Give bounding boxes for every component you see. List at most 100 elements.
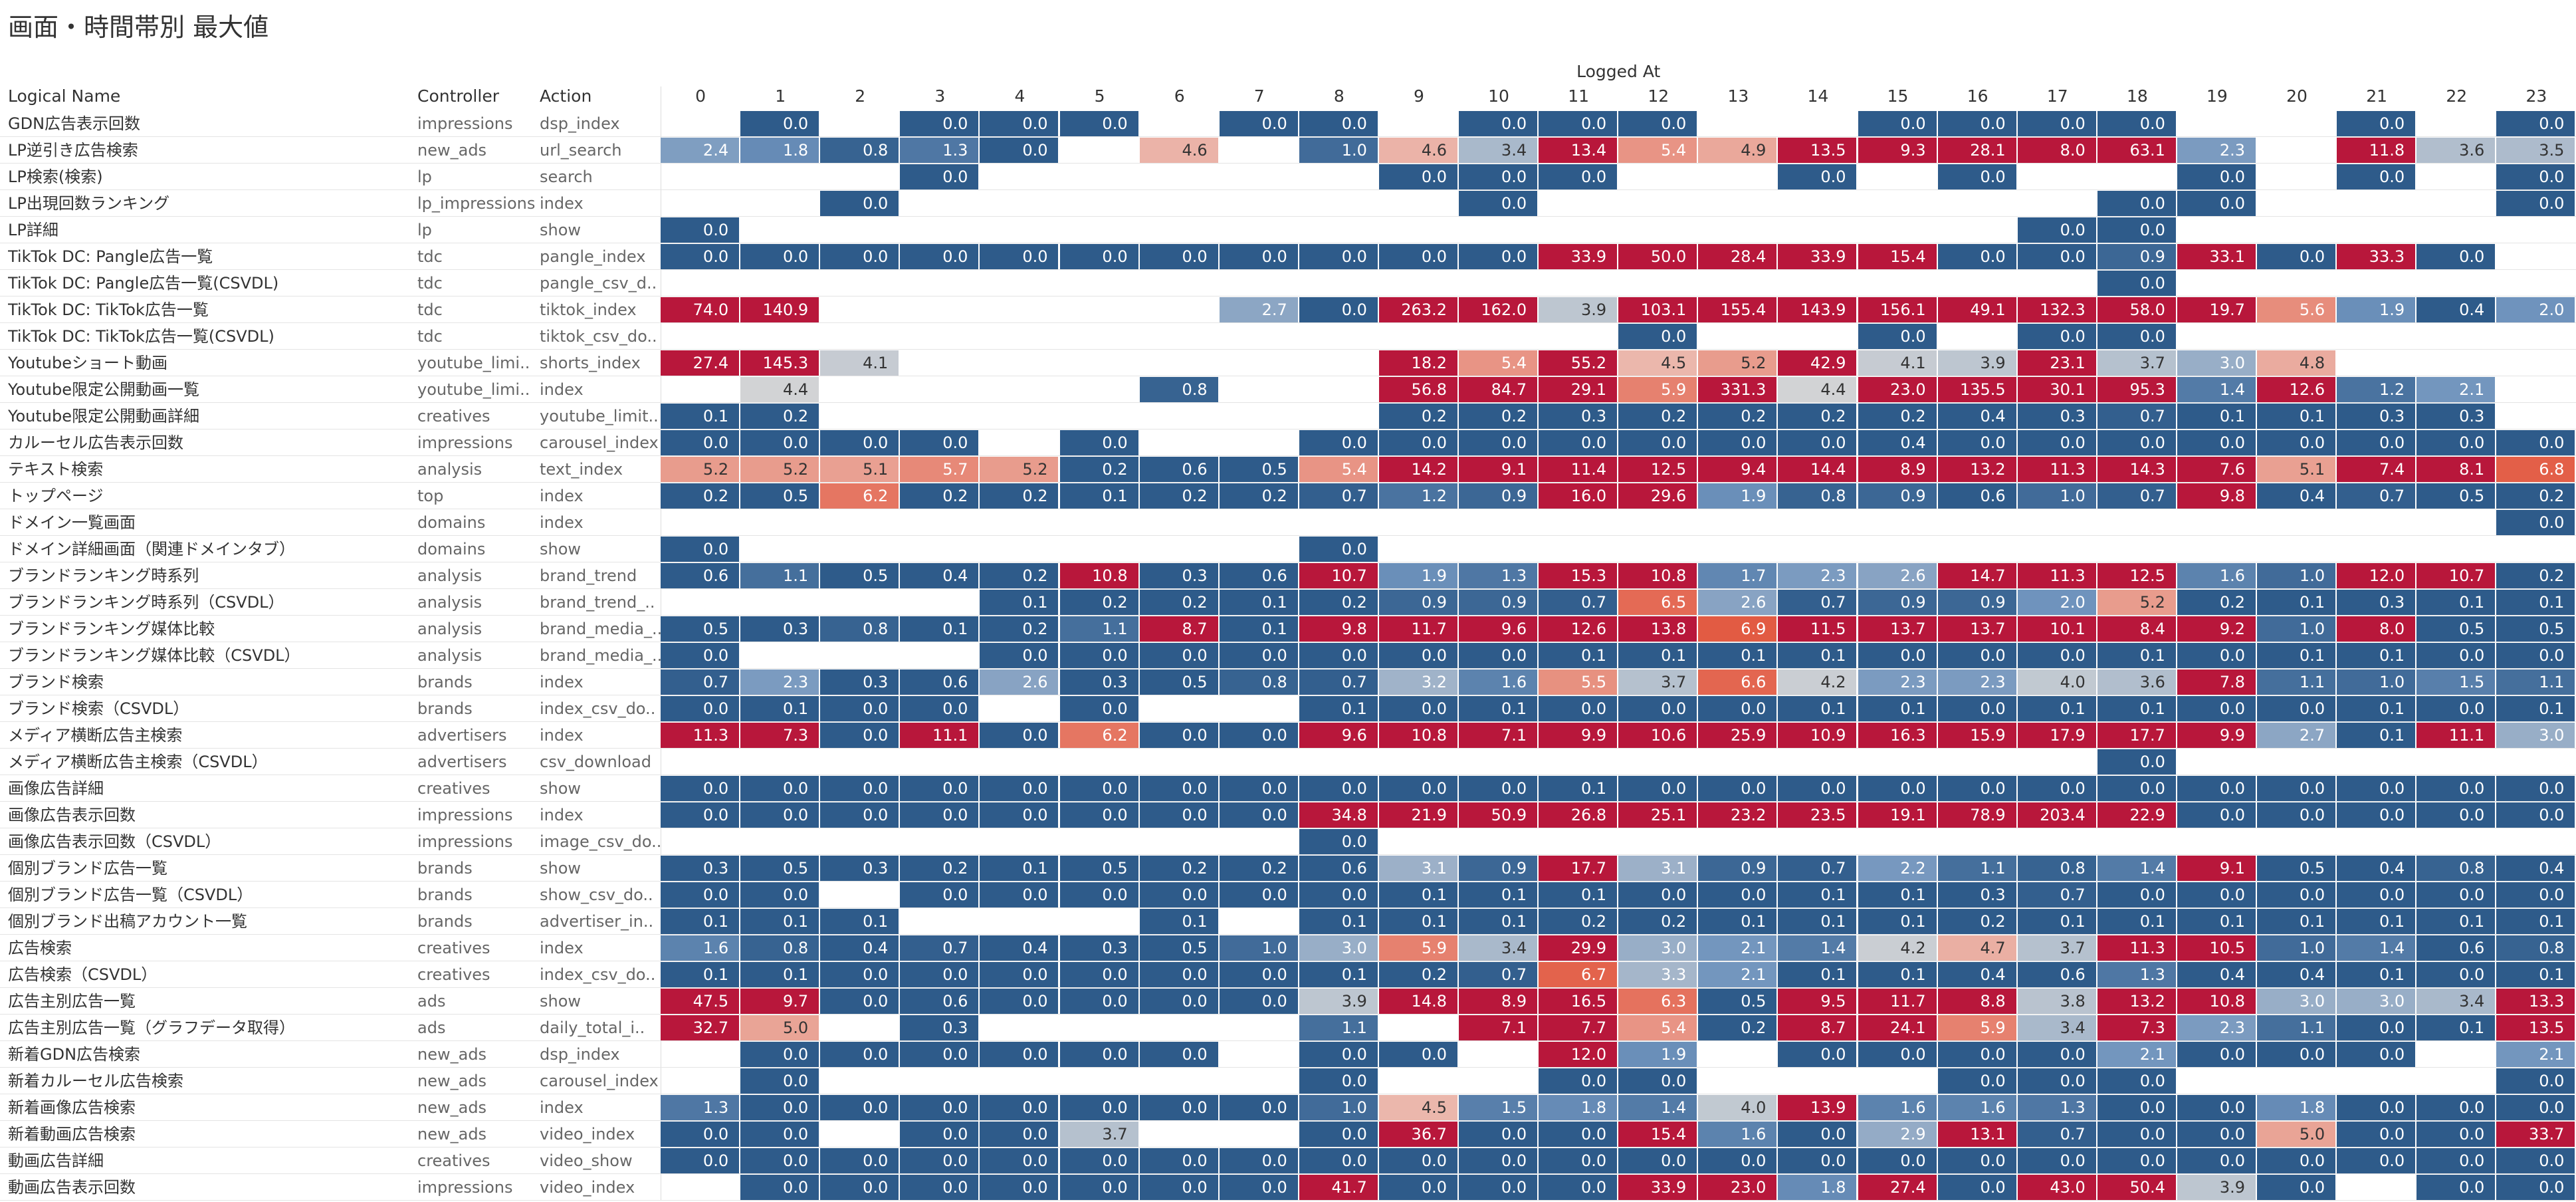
heatmap-cell[interactable]: 0.0 <box>2416 1122 2496 1147</box>
heatmap-cell[interactable]: 0.0 <box>2416 1095 2496 1120</box>
heatmap-cell[interactable]: 0.0 <box>1059 776 1138 801</box>
heatmap-cell[interactable]: 1.7 <box>1698 563 1777 588</box>
heatmap-cell[interactable]: 0.0 <box>1778 1042 1857 1067</box>
heatmap-cell[interactable]: 23.0 <box>1858 377 1937 402</box>
heatmap-cell[interactable]: 1.4 <box>1618 1095 1697 1120</box>
heatmap-cell[interactable]: 0.0 <box>1937 696 2016 721</box>
heatmap-cell[interactable]: 0.0 <box>1539 1122 1618 1147</box>
heatmap-cell[interactable]: 0.2 <box>740 404 819 429</box>
heatmap-cell[interactable]: 0.0 <box>980 723 1059 748</box>
heatmap-cell[interactable]: 0.1 <box>1139 909 1218 934</box>
heatmap-cell[interactable]: 78.9 <box>1937 802 2016 828</box>
heatmap-cell[interactable]: 0.2 <box>1618 404 1697 429</box>
heatmap-cell[interactable]: 1.9 <box>2337 297 2416 322</box>
heatmap-cell[interactable]: 0.4 <box>820 935 899 961</box>
heatmap-cell[interactable]: 0.0 <box>2496 1068 2575 1094</box>
heatmap-cell[interactable]: 0.0 <box>1937 244 2016 269</box>
heatmap-cell[interactable]: 33.9 <box>1778 244 1857 269</box>
heatmap-cell[interactable]: 2.0 <box>2017 590 2096 615</box>
heatmap-cell[interactable]: 0.1 <box>1539 882 1618 907</box>
heatmap-cell[interactable]: 0.5 <box>820 563 899 588</box>
heatmap-cell[interactable]: 2.3 <box>1937 669 2016 695</box>
heatmap-cell[interactable]: 0.0 <box>2337 1015 2416 1040</box>
heatmap-cell[interactable]: 0.0 <box>2097 111 2176 136</box>
heatmap-cell[interactable]: 1.5 <box>1459 1095 1538 1120</box>
heatmap-cell[interactable]: 0.0 <box>1618 1148 1697 1173</box>
heatmap-cell[interactable]: 0.0 <box>1539 164 1618 189</box>
heatmap-cell[interactable]: 3.7 <box>2017 935 2096 961</box>
heatmap-cell[interactable]: 5.2 <box>980 457 1059 482</box>
heatmap-cell[interactable]: 0.0 <box>900 962 979 987</box>
heatmap-cell[interactable]: 0.0 <box>1219 111 1298 136</box>
heatmap-cell[interactable]: 0.0 <box>900 1122 979 1147</box>
heatmap-cell[interactable]: 0.0 <box>2337 802 2416 828</box>
heatmap-cell[interactable]: 0.0 <box>1059 643 1138 668</box>
heatmap-cell[interactable]: 0.5 <box>1059 856 1138 881</box>
heatmap-cell[interactable]: 0.0 <box>2496 111 2575 136</box>
heatmap-cell[interactable]: 0.2 <box>900 483 979 509</box>
heatmap-cell[interactable]: 0.1 <box>740 696 819 721</box>
heatmap-cell[interactable]: 0.0 <box>820 696 899 721</box>
heatmap-cell[interactable]: 12.6 <box>1539 616 1618 642</box>
heatmap-cell[interactable]: 0.3 <box>661 856 740 881</box>
heatmap-cell[interactable]: 1.3 <box>2017 1095 2096 1120</box>
heatmap-cell[interactable]: 0.0 <box>1219 723 1298 748</box>
heatmap-cell[interactable]: 12.0 <box>2337 563 2416 588</box>
heatmap-cell[interactable]: 23.1 <box>2017 350 2096 376</box>
heatmap-cell[interactable]: 0.2 <box>2496 563 2575 588</box>
heatmap-cell[interactable]: 0.0 <box>2257 244 2336 269</box>
heatmap-cell[interactable]: 0.2 <box>1059 590 1138 615</box>
heatmap-cell[interactable]: 0.3 <box>1937 882 2016 907</box>
heatmap-cell[interactable]: 6.5 <box>1618 590 1697 615</box>
heatmap-cell[interactable]: 1.8 <box>740 138 819 163</box>
heatmap-cell[interactable]: 9.6 <box>1299 723 1378 748</box>
heatmap-cell[interactable]: 0.1 <box>2257 590 2336 615</box>
heatmap-cell[interactable]: 0.1 <box>1858 909 1937 934</box>
heatmap-cell[interactable]: 0.0 <box>2177 696 2256 721</box>
heatmap-cell[interactable]: 0.0 <box>1299 297 1378 322</box>
heatmap-cell[interactable]: 0.0 <box>1459 1148 1538 1173</box>
heatmap-cell[interactable]: 0.0 <box>1219 1175 1298 1200</box>
heatmap-cell[interactable]: 156.1 <box>1858 297 1937 322</box>
heatmap-cell[interactable]: 4.7 <box>1937 935 2016 961</box>
heatmap-cell[interactable]: 1.8 <box>1539 1095 1618 1120</box>
heatmap-cell[interactable]: 0.0 <box>2257 696 2336 721</box>
heatmap-cell[interactable]: 0.0 <box>1299 1148 1378 1173</box>
heatmap-cell[interactable]: 0.0 <box>1698 1148 1777 1173</box>
heatmap-cell[interactable]: 0.7 <box>1459 962 1538 987</box>
heatmap-cell[interactable]: 3.7 <box>1618 669 1697 695</box>
heatmap-cell[interactable]: 0.0 <box>900 1042 979 1067</box>
heatmap-cell[interactable]: 0.0 <box>1059 1095 1138 1120</box>
heatmap-cell[interactable]: 0.0 <box>2496 191 2575 216</box>
heatmap-cell[interactable]: 0.0 <box>1299 776 1378 801</box>
heatmap-cell[interactable]: 145.3 <box>740 350 819 376</box>
heatmap-cell[interactable]: 0.1 <box>2177 404 2256 429</box>
heatmap-cell[interactable]: 0.0 <box>2416 244 2496 269</box>
heatmap-cell[interactable]: 14.2 <box>1378 457 1457 482</box>
heatmap-cell[interactable]: 0.0 <box>1539 1175 1618 1200</box>
heatmap-cell[interactable]: 0.0 <box>1139 1095 1218 1120</box>
heatmap-cell[interactable]: 3.5 <box>2496 138 2575 163</box>
heatmap-cell[interactable]: 2.3 <box>1858 669 1937 695</box>
heatmap-cell[interactable]: 5.0 <box>740 1015 819 1040</box>
heatmap-cell[interactable]: 2.1 <box>2496 1042 2575 1067</box>
heatmap-cell[interactable]: 8.7 <box>1778 1015 1857 1040</box>
heatmap-cell[interactable]: 0.0 <box>1459 1122 1538 1147</box>
heatmap-cell[interactable]: 9.2 <box>2177 616 2256 642</box>
heatmap-cell[interactable]: 0.5 <box>1698 989 1777 1014</box>
heatmap-cell[interactable]: 49.1 <box>1937 297 2016 322</box>
heatmap-cell[interactable]: 0.8 <box>2496 935 2575 961</box>
heatmap-cell[interactable]: 0.0 <box>2337 1122 2416 1147</box>
heatmap-cell[interactable]: 0.3 <box>1059 669 1138 695</box>
heatmap-cell[interactable]: 0.1 <box>1219 590 1298 615</box>
heatmap-cell[interactable]: 0.0 <box>661 537 740 562</box>
heatmap-cell[interactable]: 0.0 <box>2097 1095 2176 1120</box>
heatmap-cell[interactable]: 0.0 <box>980 138 1059 163</box>
heatmap-cell[interactable]: 0.0 <box>1059 244 1138 269</box>
heatmap-cell[interactable]: 0.8 <box>2017 856 2096 881</box>
heatmap-cell[interactable]: 2.3 <box>2177 1015 2256 1040</box>
heatmap-cell[interactable]: 5.1 <box>820 457 899 482</box>
heatmap-cell[interactable]: 4.2 <box>1858 935 1937 961</box>
heatmap-cell[interactable]: 0.0 <box>661 643 740 668</box>
heatmap-cell[interactable]: 0.9 <box>1459 856 1538 881</box>
